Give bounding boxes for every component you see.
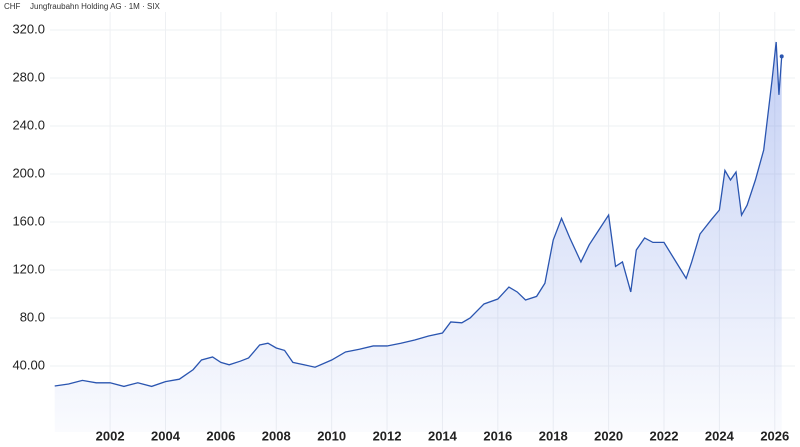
x-tick-label: 2018 [539, 428, 568, 443]
x-tick-label: 2014 [428, 428, 458, 443]
y-tick-label: 80.0 [20, 309, 45, 324]
x-tick-label: 2004 [151, 428, 181, 443]
line [54, 41, 783, 388]
x-tick-label: 2010 [317, 428, 346, 443]
x-tick-label: 2026 [760, 428, 789, 443]
currency: CHF [4, 2, 21, 11]
y-tick-label: 40.00 [12, 357, 45, 372]
x-tick-label: 2016 [483, 428, 512, 443]
y-tick-label: 120.0 [12, 261, 45, 276]
area [54, 42, 782, 432]
x-tick-label: 2022 [650, 428, 679, 443]
x-tick-label: 2006 [206, 428, 235, 443]
x-tick-label: 2002 [96, 428, 125, 443]
y-tick-label: 160.0 [12, 213, 45, 228]
y-tick-label: 200.0 [12, 165, 45, 180]
last-point [779, 54, 784, 59]
y-tick-label: 280.0 [12, 69, 45, 84]
x-tick-label: 2012 [373, 428, 402, 443]
x-tick-label: 2008 [262, 428, 291, 443]
y-tick-label: 240.0 [12, 117, 45, 132]
y-tick-label: 320.0 [12, 21, 45, 36]
chart-title: Jungfraubahn Holding AG · 1M · SIX [30, 2, 161, 11]
x-tick-label: 2024 [705, 428, 735, 443]
x-tick-label: 2020 [594, 428, 623, 443]
